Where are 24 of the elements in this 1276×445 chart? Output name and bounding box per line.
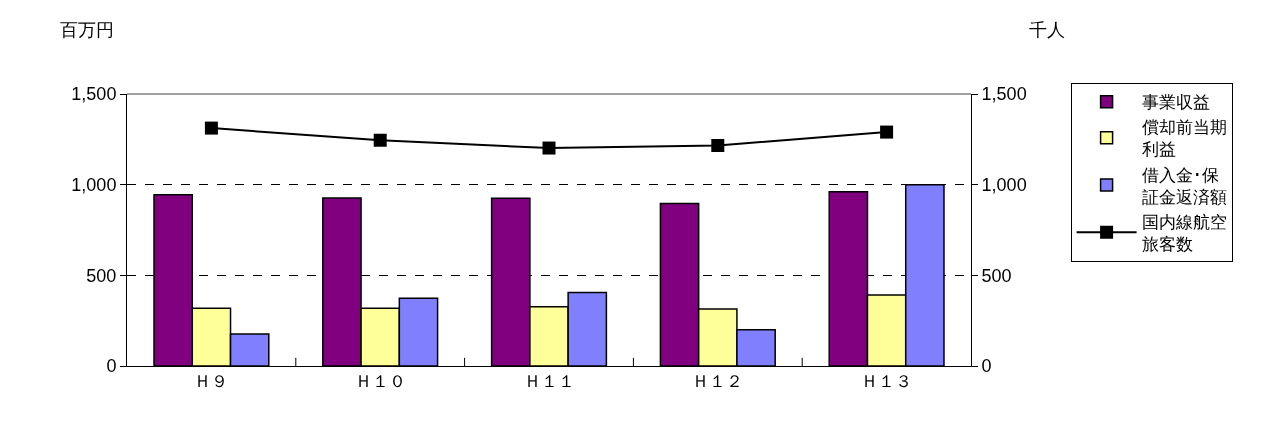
y2-tick-label: 1,500: [981, 84, 1027, 105]
y-tick-label: 500: [86, 265, 117, 286]
y2-axis-title: 千人: [1029, 20, 1065, 40]
legend-label: 借入金･保証金返済額: [1141, 165, 1227, 207]
point: [711, 139, 725, 152]
y-tick-label: 1,500: [71, 84, 117, 105]
x-tick-label: Ｈ９: [194, 372, 229, 392]
y-axis-title: 百万円: [60, 20, 114, 40]
point: [880, 125, 894, 139]
x-tick-label: Ｈ１２: [692, 372, 744, 392]
x-tick-label: Ｈ１１: [523, 372, 575, 392]
legend-label: 事業収益: [1141, 93, 1210, 113]
point: [373, 133, 387, 147]
y-tick-label: 0: [106, 356, 117, 377]
y-tick-label: 1,000: [71, 174, 117, 195]
legend-label: 償却前当期利益: [1141, 118, 1227, 160]
x-tick-label: Ｈ１０: [354, 372, 406, 392]
point: [542, 141, 556, 155]
y2-tick-label: 1,000: [981, 174, 1027, 195]
legend-label: 国内線航空旅客数: [1141, 212, 1227, 254]
y2-tick-label: 500: [981, 265, 1012, 286]
y2-tick-label: 0: [981, 356, 992, 377]
point: [204, 121, 218, 135]
x-tick-label: Ｈ１３: [861, 372, 913, 392]
